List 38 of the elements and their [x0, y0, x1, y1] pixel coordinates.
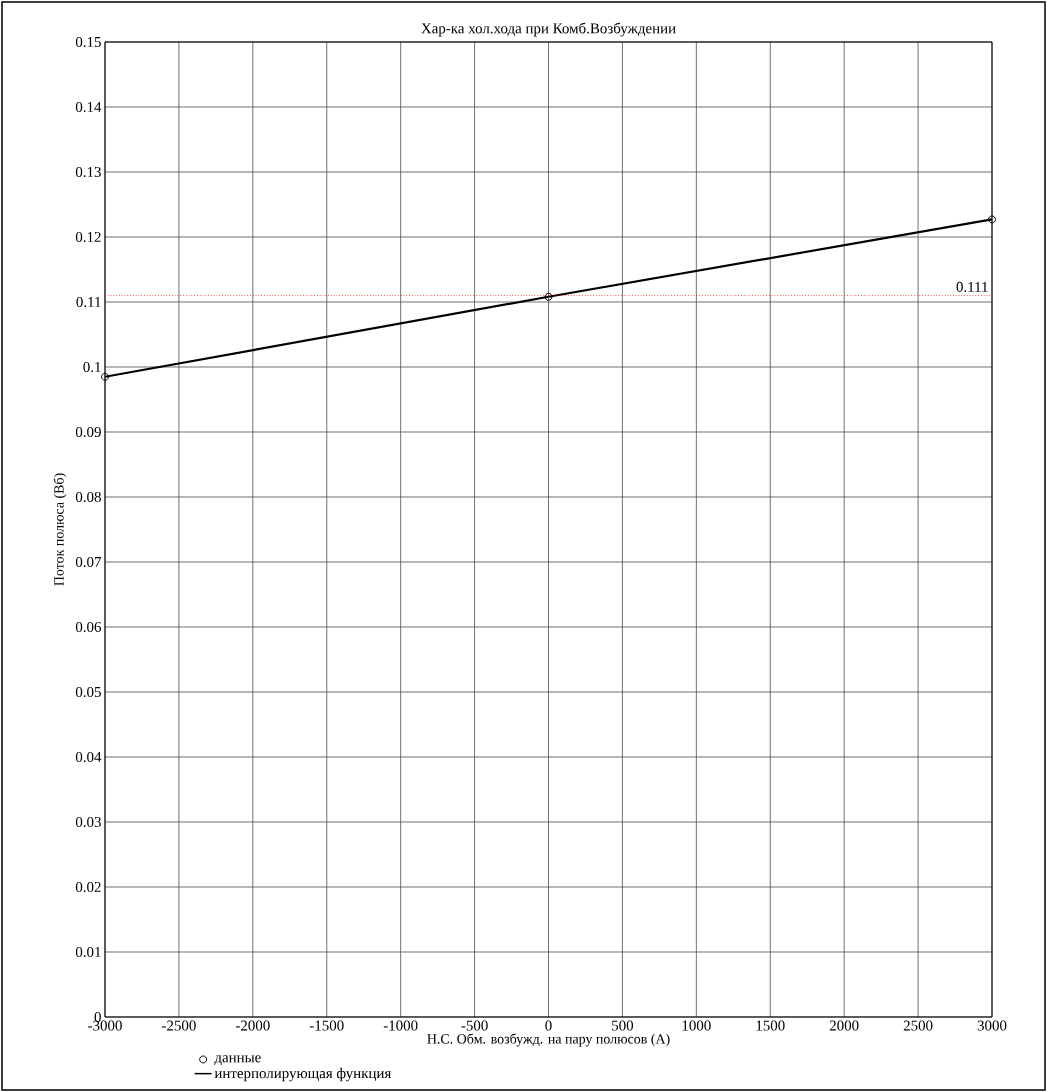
x-tick-label: -2500 — [162, 1020, 196, 1031]
x-tick-label: 500 — [612, 1020, 634, 1031]
x-tick-label: -2000 — [235, 1020, 270, 1031]
y-tick-label: 0.14 — [75, 101, 102, 113]
x-tick-label: 2000 — [829, 1020, 859, 1031]
y-axis-title: Поток полюса (Вб) — [53, 473, 67, 586]
x-tick-label: 2500 — [903, 1020, 933, 1031]
y-tick-label: 0.09 — [75, 426, 101, 438]
y-tick-label: 0.08 — [75, 491, 101, 503]
y-tick-label: 0.03 — [75, 816, 101, 828]
x-tick-label: -1000 — [383, 1020, 418, 1031]
y-tick-label: 0 — [94, 1011, 101, 1023]
ref-line-label: 0.111 — [956, 281, 988, 292]
point — [101, 372, 109, 381]
y-tick-label: 0.1 — [83, 361, 101, 373]
y-tick-label: 0.13 — [75, 166, 101, 178]
y-tick-label: 0.06 — [75, 621, 102, 633]
y-tick-label: 0.07 — [75, 556, 102, 568]
x-tick-label: 1500 — [756, 1020, 785, 1031]
y-tick-label: 0.15 — [75, 36, 101, 48]
y-tick-label: 0.11 — [76, 296, 101, 308]
point — [988, 215, 996, 224]
x-tick-label: -3000 — [88, 1020, 122, 1031]
legend-label: данные — [214, 1055, 261, 1066]
x-tick-label: -1500 — [309, 1020, 344, 1031]
y-tick-label: 0.12 — [75, 231, 101, 243]
x-tick-label: 3000 — [977, 1020, 1007, 1031]
legend-label: интерполирующая функция — [214, 1067, 392, 1082]
x-tick-label: 1000 — [682, 1020, 711, 1031]
x-axis-title: Н.С. Обм. возбужд. на пару полюсов (А) — [427, 1033, 670, 1047]
x-tick-label: -500 — [461, 1020, 488, 1031]
chart-title: Хар-ка хол.хода при Комб.Возбуждении — [421, 22, 676, 37]
y-tick-label: 0.04 — [75, 751, 102, 763]
y-tick-label: 0.01 — [75, 946, 101, 958]
x-tick-label: 0 — [545, 1020, 552, 1031]
y-tick-label: 0.02 — [75, 881, 101, 893]
y-tick-label: 0.05 — [75, 686, 101, 698]
point — [544, 292, 553, 301]
